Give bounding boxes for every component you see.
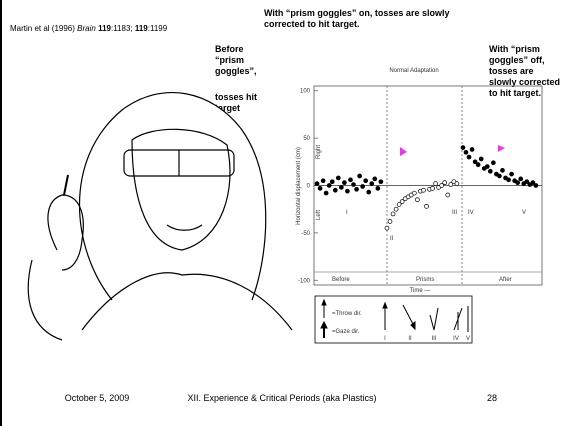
pointer xyxy=(498,145,505,152)
data-point xyxy=(516,181,520,185)
data-point xyxy=(434,182,438,186)
data-point xyxy=(479,157,483,161)
y-tick-label: -50 xyxy=(301,231,310,237)
condition-label: III xyxy=(431,336,436,342)
data-point xyxy=(485,165,489,169)
region-label: IV xyxy=(468,210,474,216)
data-point xyxy=(379,180,383,184)
arrow xyxy=(434,308,438,330)
condition-label: V xyxy=(466,336,470,342)
key-label: =Throw dir. xyxy=(332,311,362,317)
data-point xyxy=(388,220,392,224)
data-point xyxy=(421,188,425,192)
x-axis-label: Time — xyxy=(410,288,431,294)
data-point xyxy=(370,182,374,186)
chart-title: Normal Adaptation xyxy=(389,68,438,74)
data-point xyxy=(476,163,480,167)
phase-label: Prisms xyxy=(416,277,434,283)
data-point xyxy=(373,177,377,181)
data-point xyxy=(361,184,365,188)
data-point xyxy=(345,189,349,193)
data-point xyxy=(342,181,346,185)
data-point xyxy=(385,226,389,230)
condition-label: IV xyxy=(453,336,459,342)
key-label: =Gaze dir. xyxy=(332,329,360,335)
region-label: II xyxy=(390,236,394,242)
data-point xyxy=(391,212,395,216)
phase-label: After xyxy=(499,277,512,283)
data-point xyxy=(424,204,428,208)
data-point xyxy=(491,161,495,165)
y-axis-label: Horizontal displacement (cm) xyxy=(296,147,302,225)
data-point xyxy=(497,174,501,178)
data-point xyxy=(339,185,343,189)
data-point xyxy=(367,190,371,194)
arrow-head xyxy=(411,322,415,329)
data-point xyxy=(488,169,492,173)
footer-page: 28 xyxy=(472,393,512,404)
data-point xyxy=(461,146,465,150)
data-point xyxy=(318,186,322,190)
region-label: I xyxy=(346,210,348,216)
condition-label: II xyxy=(408,336,412,342)
data-point xyxy=(500,168,504,172)
data-point xyxy=(333,188,337,192)
data-point xyxy=(315,182,319,186)
footer-course: XII. Experience & Critical Periods (aka … xyxy=(187,393,377,404)
data-point xyxy=(394,207,398,211)
data-point xyxy=(443,181,447,185)
arrow-head xyxy=(322,300,326,305)
data-point xyxy=(464,150,468,154)
chart: Normal Adaptation Horizontal displacemen… xyxy=(2,0,565,380)
data-point xyxy=(348,178,352,182)
data-point xyxy=(446,193,450,197)
data-point xyxy=(376,186,380,190)
arrow-head xyxy=(321,322,327,328)
data-point xyxy=(431,186,435,190)
arrow xyxy=(430,315,434,330)
y-tick-label: 50 xyxy=(303,136,310,142)
data-point xyxy=(358,174,362,178)
data-point xyxy=(467,155,471,159)
y-tick-label: 100 xyxy=(300,89,311,95)
key-box xyxy=(315,296,472,343)
y-tick-label: -100 xyxy=(298,278,311,284)
data-point xyxy=(412,191,416,195)
arrow xyxy=(403,305,414,326)
data-point xyxy=(355,187,359,191)
data-point xyxy=(336,176,340,180)
data-point xyxy=(324,191,328,195)
data-point xyxy=(321,179,325,183)
data-point xyxy=(534,184,538,188)
condition-label: I xyxy=(384,336,386,342)
direction-label: Right xyxy=(316,145,322,159)
pointer xyxy=(400,147,407,156)
y-tick-label: 0 xyxy=(307,184,311,190)
data-point xyxy=(364,179,368,183)
footer-date: October 5, 2009 xyxy=(42,393,152,404)
data-point xyxy=(519,177,523,181)
data-point xyxy=(330,180,334,184)
region-label: V xyxy=(522,210,526,216)
data-point xyxy=(507,178,511,182)
arrow-head xyxy=(383,303,387,308)
slide: Martin et al (1996) Brain 119:1183; 119:… xyxy=(0,0,565,426)
direction-label: Left xyxy=(316,210,322,220)
data-point xyxy=(510,172,514,176)
data-point xyxy=(352,183,356,187)
data-point xyxy=(415,198,419,202)
data-point xyxy=(327,184,331,188)
phase-label: Before xyxy=(332,277,350,283)
data-point xyxy=(470,147,474,151)
region-label: III xyxy=(452,210,457,216)
data-point xyxy=(455,182,459,186)
